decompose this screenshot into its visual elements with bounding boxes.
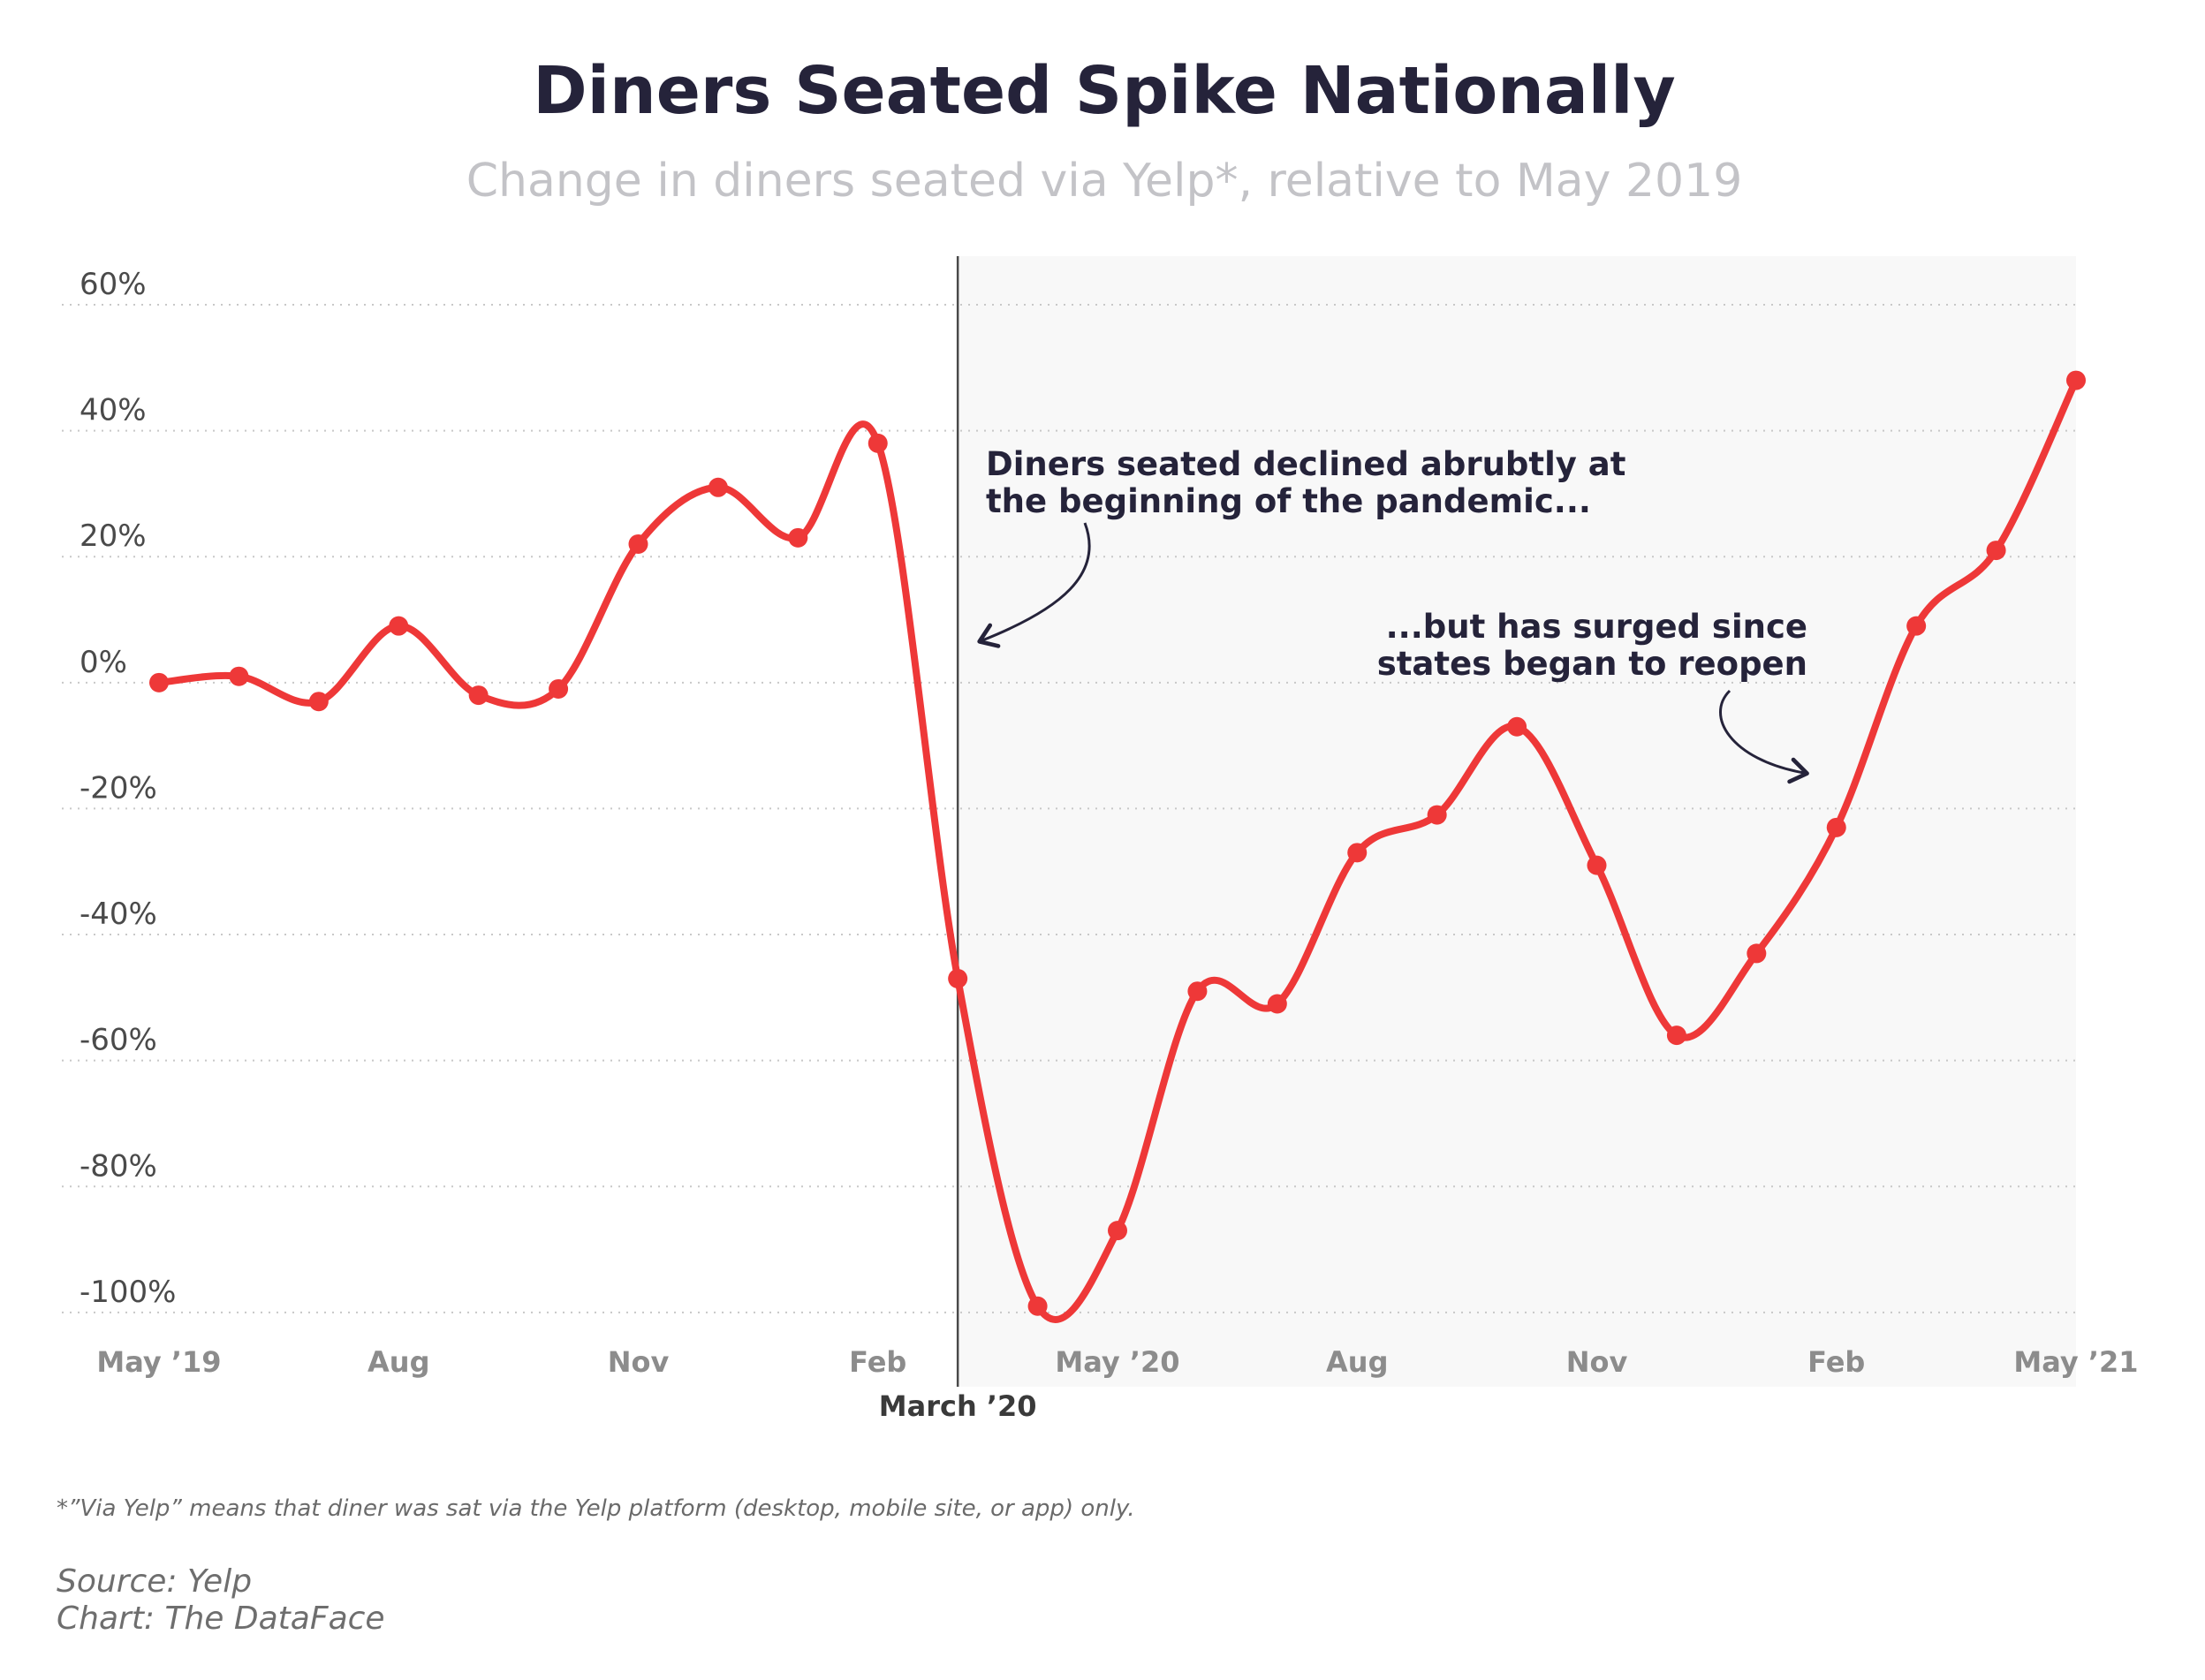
chart-subtitle: Change in diners seated via Yelp*, relat… <box>466 155 1743 208</box>
x-axis: May ’19 Aug Nov Feb May ’20 Aug Nov Feb May ’21 <box>96 1345 2138 1379</box>
source-text: Source: Yelp <box>57 1563 252 1600</box>
y-tick-label: -20% <box>80 770 157 806</box>
y-tick-label: -100% <box>80 1275 176 1310</box>
annotation-decline-line-1: Diners seated declined abrubtly at <box>986 445 1625 483</box>
data-point <box>1747 943 1767 964</box>
data-point <box>2066 370 2086 390</box>
y-tick-label: -80% <box>80 1148 157 1184</box>
data-point <box>229 666 249 686</box>
data-points <box>149 370 2086 1316</box>
y-axis: 60% 40% 20% 0% -20% -40% -60% -80% -100% <box>80 267 176 1310</box>
pandemic-shaded-region <box>958 256 2076 1387</box>
gridlines <box>62 304 2076 1313</box>
annotation-surge-line-1: ...but has surged since <box>1386 608 1807 646</box>
x-tick-label: Aug <box>368 1345 429 1379</box>
y-tick-label: 0% <box>80 645 127 680</box>
x-tick-label: Feb <box>849 1345 906 1379</box>
data-point <box>788 527 808 548</box>
x-tick-label: Aug <box>1326 1345 1388 1379</box>
data-point <box>1906 616 1927 636</box>
credit-text: Chart: The DataFace <box>57 1601 385 1637</box>
data-point <box>1108 1221 1127 1241</box>
data-point <box>868 433 888 453</box>
x-tick-label: May ’20 <box>1055 1345 1179 1379</box>
y-tick-label: -40% <box>80 897 157 932</box>
data-point <box>1826 817 1846 837</box>
data-point <box>1587 855 1607 875</box>
y-tick-label: 60% <box>80 267 147 302</box>
annotation-surge: ...but has surged since states began to … <box>1377 608 1809 784</box>
x-tick-label: Nov <box>608 1345 670 1379</box>
data-point <box>1427 805 1447 825</box>
x-tick-label: Nov <box>1566 1345 1628 1379</box>
data-point <box>549 678 569 699</box>
y-tick-label: 40% <box>80 393 147 428</box>
footnote: *”Via Yelp” means that diner was sat via… <box>57 1495 1135 1522</box>
data-point <box>1986 541 2006 561</box>
data-point <box>1027 1296 1048 1316</box>
data-point <box>708 477 728 497</box>
data-point <box>308 692 329 712</box>
x-tick-label: Feb <box>1807 1345 1865 1379</box>
data-point <box>468 685 489 706</box>
annotation-surge-line-2: states began to reopen <box>1377 645 1807 683</box>
annotation-decline-line-2: the beginning of the pandemic... <box>986 482 1591 520</box>
x-tick-label: May ’19 <box>96 1345 221 1379</box>
y-tick-label: 20% <box>80 518 147 554</box>
y-tick-label: -60% <box>80 1023 157 1058</box>
annotation-decline: Diners seated declined abrubtly at the b… <box>977 445 1625 648</box>
annotation-surge-arrow <box>1719 689 1809 784</box>
annotation-decline-arrow <box>977 522 1091 648</box>
data-point <box>389 616 409 636</box>
data-point <box>1507 716 1527 737</box>
data-point <box>149 672 169 692</box>
x-tick-label: May ’21 <box>2013 1345 2138 1379</box>
data-point <box>948 968 968 988</box>
chart-title: Diners Seated Spike Nationally <box>533 53 1676 129</box>
data-point <box>628 534 648 554</box>
march-2020-marker-label: March ’20 <box>879 1389 1037 1423</box>
data-point <box>1666 1025 1686 1046</box>
data-point <box>1187 981 1208 1002</box>
data-point <box>1267 994 1287 1014</box>
data-point <box>1347 843 1368 863</box>
